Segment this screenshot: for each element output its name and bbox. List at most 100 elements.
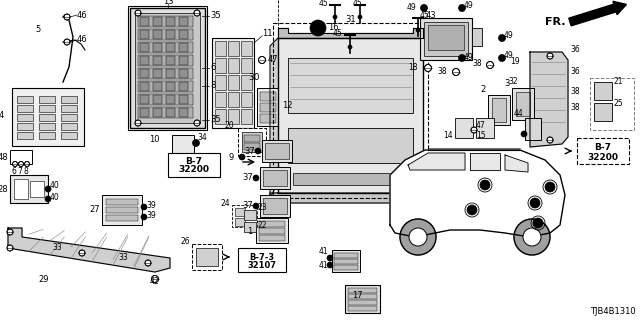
Text: 21: 21 [614,77,623,86]
Circle shape [19,162,24,166]
Circle shape [135,10,141,16]
Bar [244,210,256,220]
Bar [179,108,188,117]
Bar [260,114,276,123]
Text: 39: 39 [146,201,156,210]
Circle shape [194,120,200,126]
Bar [420,18,472,60]
Circle shape [530,198,540,208]
Bar [61,132,77,139]
FancyArrow shape [569,1,627,26]
Polygon shape [270,38,278,198]
Circle shape [452,68,460,76]
Text: 13: 13 [163,0,173,6]
Text: 35: 35 [210,116,221,124]
Text: 42: 42 [150,277,159,286]
Text: 45: 45 [332,28,342,37]
Text: 40: 40 [50,193,60,202]
Bar [512,88,534,120]
Circle shape [547,53,553,59]
Circle shape [255,148,261,154]
Text: 33: 33 [118,253,128,262]
Bar [138,94,193,105]
Circle shape [471,127,477,133]
Bar [244,143,260,150]
Text: 3: 3 [504,78,510,87]
Text: 49: 49 [504,31,514,41]
Text: 37: 37 [242,173,253,182]
Text: B-7: B-7 [186,156,202,165]
Circle shape [333,15,337,19]
Bar [345,285,380,313]
Circle shape [499,35,506,42]
Circle shape [64,39,70,45]
Circle shape [458,54,465,61]
Bar [153,95,162,104]
Bar [241,75,252,90]
Text: 31: 31 [345,15,356,25]
Bar [166,17,175,26]
Bar [424,22,468,56]
Bar [140,108,149,117]
Text: 38: 38 [437,68,447,76]
Bar [153,108,162,117]
Bar [106,207,138,213]
Bar [179,43,188,52]
Text: 7: 7 [17,167,22,177]
Circle shape [135,120,141,126]
Bar [172,135,194,157]
Text: 30: 30 [248,74,260,83]
Bar [348,306,377,311]
Text: 35: 35 [210,12,221,20]
Circle shape [45,186,51,192]
Bar [577,138,629,164]
Bar [241,58,252,73]
Bar [138,55,193,66]
Bar [153,69,162,78]
Bar [140,82,149,91]
Bar [138,81,193,92]
Bar [472,28,482,46]
Circle shape [194,10,200,16]
Bar [192,244,222,270]
Bar [106,215,138,221]
Text: 46: 46 [77,36,88,44]
Bar [256,218,288,243]
Bar [166,69,175,78]
Bar [30,181,44,197]
Text: 9: 9 [228,153,234,162]
Bar [259,228,285,234]
Bar [179,56,188,65]
Bar [259,221,285,227]
Bar [61,123,77,130]
Bar [179,30,188,39]
Bar [228,41,239,56]
Bar [235,218,245,226]
Bar [244,222,256,232]
Bar [140,56,149,65]
Text: 41: 41 [318,247,328,257]
Circle shape [420,4,428,12]
Bar [476,118,494,138]
Text: 14: 14 [444,131,453,140]
Bar [235,208,245,216]
Bar [166,56,175,65]
Bar [232,205,257,227]
Text: B-7: B-7 [595,143,611,153]
Polygon shape [270,188,428,203]
Circle shape [486,61,493,68]
Bar [260,167,290,189]
Text: B-7-3: B-7-3 [250,252,275,261]
Bar [168,153,220,177]
Text: TJB4B1310: TJB4B1310 [590,308,636,316]
Bar [39,105,55,112]
Circle shape [24,162,29,166]
Text: 29: 29 [38,276,49,284]
Text: 38: 38 [472,59,482,68]
Text: 49: 49 [406,4,416,12]
Text: 5: 5 [36,26,41,35]
Bar [128,6,207,130]
Bar [140,69,149,78]
Bar [215,92,226,107]
Bar [179,17,188,26]
